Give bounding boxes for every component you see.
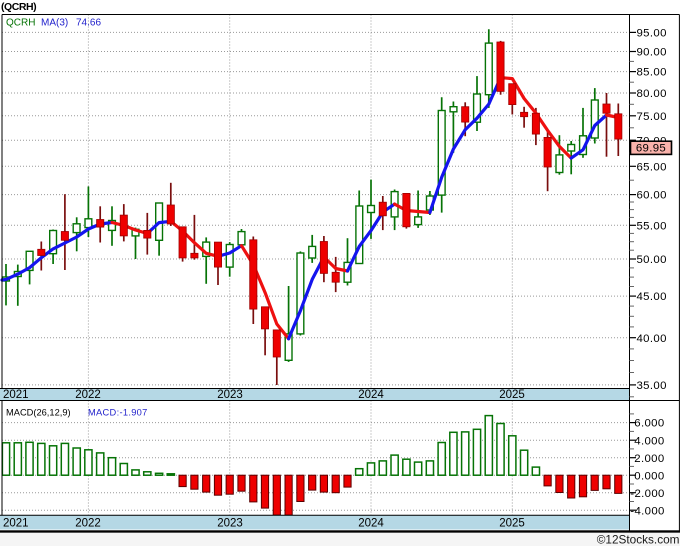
svg-text:(QCRH): (QCRH) xyxy=(1,1,36,13)
svg-text:6.000: 6.000 xyxy=(634,418,664,430)
svg-text:50.00: 50.00 xyxy=(637,254,667,266)
svg-text:90.00: 90.00 xyxy=(637,47,667,59)
svg-text:74.66: 74.66 xyxy=(76,18,101,29)
svg-text:QCRH: QCRH xyxy=(6,18,35,29)
svg-text:-4.000: -4.000 xyxy=(630,505,664,517)
svg-text:MACD:-1.907: MACD:-1.907 xyxy=(88,408,148,418)
svg-text:85.00: 85.00 xyxy=(637,67,667,79)
svg-text:2025: 2025 xyxy=(499,518,525,530)
svg-text:65.00: 65.00 xyxy=(637,161,667,173)
svg-text:2022: 2022 xyxy=(75,389,101,401)
svg-text:©12Stocks.com: ©12Stocks.com xyxy=(597,532,680,546)
svg-text:95.00: 95.00 xyxy=(637,28,667,40)
svg-text:MA(3): MA(3) xyxy=(41,18,68,29)
svg-text:2021: 2021 xyxy=(3,518,29,530)
svg-text:40.00: 40.00 xyxy=(637,333,667,345)
svg-text:80.00: 80.00 xyxy=(637,88,667,100)
svg-text:0.000: 0.000 xyxy=(634,470,664,482)
svg-text:2021: 2021 xyxy=(3,389,29,401)
svg-text:2023: 2023 xyxy=(217,518,243,530)
svg-text:75.00: 75.00 xyxy=(637,111,667,123)
svg-text:2022: 2022 xyxy=(75,518,101,530)
svg-text:55.00: 55.00 xyxy=(637,220,667,232)
svg-text:35.00: 35.00 xyxy=(637,380,667,392)
svg-text:2.000: 2.000 xyxy=(634,453,664,465)
svg-text:-2.000: -2.000 xyxy=(630,488,664,500)
svg-text:2023: 2023 xyxy=(217,389,243,401)
svg-text:2024: 2024 xyxy=(358,518,384,530)
svg-text:45.00: 45.00 xyxy=(637,291,667,303)
svg-text:2024: 2024 xyxy=(358,389,384,401)
svg-text:MACD(26,12,9): MACD(26,12,9) xyxy=(6,408,71,418)
svg-text:60.00: 60.00 xyxy=(637,190,667,202)
svg-text:4.000: 4.000 xyxy=(634,435,664,447)
svg-text:2025: 2025 xyxy=(499,389,525,401)
svg-text:69.95: 69.95 xyxy=(636,143,666,155)
